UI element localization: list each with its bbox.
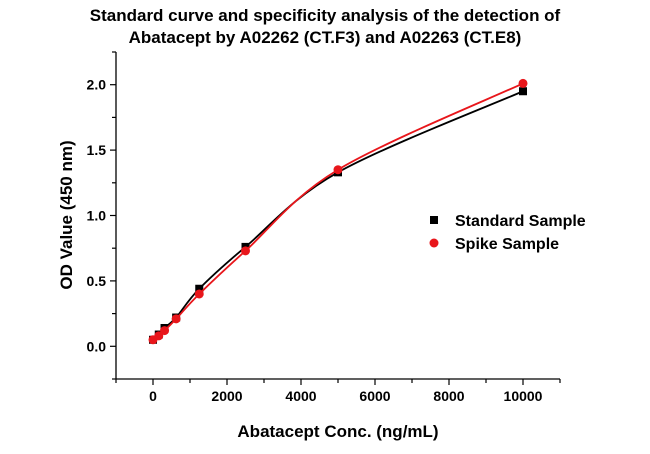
data-point-spike <box>160 326 170 336</box>
x-tick-label: 4000 <box>285 388 316 404</box>
data-point-spike <box>241 246 250 256</box>
y-tick-label: 1.0 <box>87 208 107 224</box>
legend-marker-spike <box>429 238 439 248</box>
y-tick-label: 0.5 <box>87 273 107 289</box>
data-point-spike <box>154 331 164 341</box>
y-tick-label: 1.5 <box>87 142 107 158</box>
data-point-standard <box>195 284 204 293</box>
chart-title-line-1: Standard curve and specificity analysis … <box>89 6 561 25</box>
data-point-spike <box>333 165 343 175</box>
data-point-standard <box>519 87 527 96</box>
data-point-spike <box>171 314 181 324</box>
x-tick-label: 6000 <box>359 388 390 404</box>
x-tick-label: 10000 <box>504 388 543 404</box>
x-tick-label: 2000 <box>211 388 242 404</box>
chart-title-line-2: Abatacept by A02262 (CT.F3) and A02263 (… <box>128 28 522 47</box>
legend-label: Standard Sample <box>455 213 586 230</box>
y-tick-label: 0.0 <box>87 338 107 354</box>
data-point-spike <box>518 78 528 88</box>
data-point-spike <box>194 289 204 299</box>
legend-label: Spike Sample <box>455 236 559 253</box>
fit-curve-spike <box>152 82 524 341</box>
x-axis-label: Abatacept Conc. (ng/mL) <box>237 422 438 441</box>
y-tick-label: 2.0 <box>87 77 107 93</box>
y-axis-label: OD Value (450 nm) <box>57 140 76 289</box>
legend-marker-standard <box>430 216 438 224</box>
x-tick-label: 8000 <box>433 388 464 404</box>
x-tick-label: 0 <box>149 388 157 404</box>
